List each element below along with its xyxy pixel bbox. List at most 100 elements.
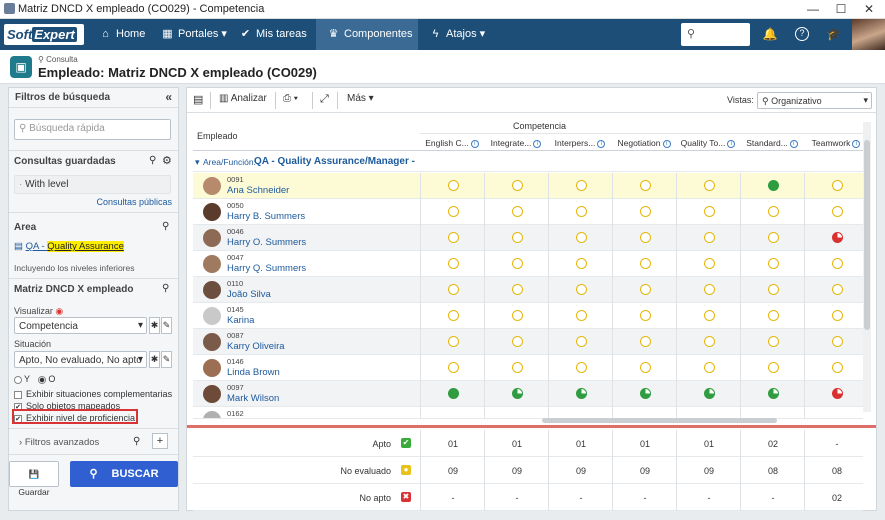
matrix-cell[interactable] xyxy=(548,329,612,355)
nav-search-input[interactable]: ⚲ xyxy=(681,23,750,46)
matrix-cell[interactable] xyxy=(548,381,612,407)
competency-header[interactable]: Standard... i xyxy=(741,138,803,148)
matrix-cell[interactable] xyxy=(548,407,612,418)
area-selected[interactable]: ▤ QA - Quality Assurance xyxy=(14,241,124,252)
matrix-cell[interactable] xyxy=(484,407,548,418)
softexpert-logo[interactable]: Soft Expert xyxy=(4,24,84,45)
add-filter-button[interactable]: + xyxy=(152,433,168,449)
matrix-cell[interactable] xyxy=(420,303,484,329)
matrix-cell[interactable] xyxy=(804,225,868,251)
situacion-select[interactable]: Apto, No evaluado, No apto ▾ xyxy=(14,351,147,368)
info-icon[interactable]: i xyxy=(852,139,861,148)
matrix-cell[interactable] xyxy=(804,329,868,355)
quick-search-input[interactable]: ⚲ Búsqueda rápida xyxy=(14,119,171,140)
matrix-cell[interactable] xyxy=(676,407,740,418)
matrix-cell[interactable] xyxy=(548,173,612,199)
matrix-cell[interactable] xyxy=(676,225,740,251)
matrix-cell[interactable] xyxy=(676,355,740,381)
matrix-cell[interactable] xyxy=(420,173,484,199)
nav-portales[interactable]: ▦ Portales ▾ xyxy=(162,19,232,50)
pin-icon[interactable]: ⚲ xyxy=(133,436,141,447)
matrix-cell[interactable] xyxy=(548,303,612,329)
matrix-cell[interactable] xyxy=(484,355,548,381)
matrix-cell[interactable] xyxy=(804,381,868,407)
info-icon[interactable]: i xyxy=(470,139,479,148)
group-row[interactable]: ▾ Area/Función: QA - Quality Assurance/M… xyxy=(193,152,863,172)
matrix-cell[interactable] xyxy=(740,199,804,225)
matrix-cell[interactable] xyxy=(548,277,612,303)
nav-atajos[interactable]: ϟ Atajos ▾ xyxy=(430,19,486,50)
more-button[interactable]: Más ▾ xyxy=(347,93,374,104)
matrix-cell[interactable] xyxy=(484,381,548,407)
help-icon[interactable]: ? xyxy=(795,27,809,41)
search-button[interactable]: ⚲ BUSCAR xyxy=(70,461,178,487)
employee-name[interactable]: Karina xyxy=(227,315,255,326)
employee-name[interactable]: Karry Oliveira xyxy=(227,341,285,352)
competency-header[interactable]: Integrate... i xyxy=(485,138,547,148)
matrix-cell[interactable] xyxy=(548,199,612,225)
matrix-cell[interactable] xyxy=(548,251,612,277)
matrix-cell[interactable] xyxy=(420,225,484,251)
info-icon[interactable]: i xyxy=(789,139,798,148)
matrix-cell[interactable] xyxy=(804,173,868,199)
matrix-cell[interactable] xyxy=(420,355,484,381)
matrix-cell[interactable] xyxy=(548,355,612,381)
matrix-cell[interactable] xyxy=(420,381,484,407)
matrix-cell[interactable] xyxy=(612,225,676,251)
table-row[interactable]: 0145 Karina xyxy=(193,303,863,329)
matrix-cell[interactable] xyxy=(740,277,804,303)
employee-name[interactable]: João Silva xyxy=(227,289,271,300)
matrix-cell[interactable] xyxy=(420,407,484,418)
employee-name[interactable]: Harry O. Summers xyxy=(227,237,307,248)
matrix-cell[interactable] xyxy=(804,407,863,418)
matrix-cell[interactable] xyxy=(484,199,548,225)
radio-o[interactable] xyxy=(38,375,47,384)
user-avatar[interactable] xyxy=(852,19,885,50)
matrix-cell[interactable] xyxy=(612,173,676,199)
matrix-cell[interactable] xyxy=(612,199,676,225)
matrix-cell[interactable] xyxy=(420,277,484,303)
matrix-cell[interactable] xyxy=(612,251,676,277)
info-icon[interactable]: i xyxy=(533,139,542,148)
matrix-cell[interactable] xyxy=(804,303,868,329)
matrix-cell[interactable] xyxy=(804,355,868,381)
vertical-scrollbar[interactable] xyxy=(863,122,871,412)
nav-home[interactable]: ⌂ Home xyxy=(100,19,152,50)
matrix-cell[interactable] xyxy=(740,381,804,407)
info-icon[interactable]: i xyxy=(727,139,736,148)
clear-button[interactable]: ✎ xyxy=(161,351,172,368)
clear-button[interactable]: ✎ xyxy=(161,317,172,334)
matrix-cell[interactable] xyxy=(740,329,804,355)
competency-header[interactable]: Quality To... i xyxy=(677,138,739,148)
matrix-cell[interactable] xyxy=(612,407,676,418)
print-button[interactable]: ⎙ ▾ xyxy=(283,93,298,104)
horizontal-scrollbar[interactable] xyxy=(542,418,777,423)
employee-name[interactable]: Harry B. Summers xyxy=(227,211,306,222)
analyze-button[interactable]: ▥ Analizar xyxy=(219,93,267,104)
matrix-cell[interactable] xyxy=(484,251,548,277)
table-row[interactable]: 0146 Linda Brown xyxy=(193,355,863,381)
info-icon[interactable]: i xyxy=(597,139,606,148)
employee-name[interactable]: Linda Brown xyxy=(227,367,280,378)
close-button[interactable]: ✕ xyxy=(863,2,875,16)
competency-header[interactable]: Teamwork i xyxy=(805,138,867,148)
matrix-cell[interactable] xyxy=(676,381,740,407)
matrix-cell[interactable] xyxy=(612,381,676,407)
matrix-cell[interactable] xyxy=(740,355,804,381)
table-row[interactable]: 0162 xyxy=(193,407,863,419)
minimize-button[interactable]: — xyxy=(807,2,819,16)
competency-header[interactable]: Interpers... i xyxy=(549,138,611,148)
table-row[interactable]: 0087 Karry Oliveira xyxy=(193,329,863,355)
visualizar-select[interactable]: Competencia ▾ xyxy=(14,317,147,334)
pin-icon[interactable]: ⚲ xyxy=(149,155,157,166)
matrix-cell[interactable] xyxy=(676,277,740,303)
public-queries-link[interactable]: Consultas públicas xyxy=(96,197,172,207)
matrix-cell[interactable] xyxy=(676,173,740,199)
pin-icon[interactable]: ⚲ xyxy=(162,283,170,294)
graduation-cap-icon[interactable]: 🎓 xyxy=(826,27,842,41)
fullscreen-icon[interactable]: ⤢ xyxy=(320,93,329,105)
saved-query-item[interactable]: · With level xyxy=(14,175,171,194)
nav-mis-tareas[interactable]: ✔Mis tareas ▾ xyxy=(240,19,312,71)
pin-icon[interactable]: ⚲ xyxy=(162,221,170,232)
matrix-cell[interactable] xyxy=(484,329,548,355)
